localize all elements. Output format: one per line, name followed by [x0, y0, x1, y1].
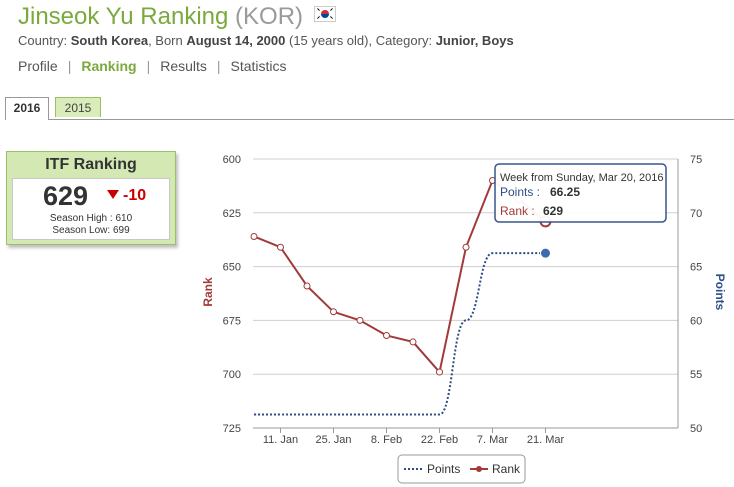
- legend-points-label: Points: [427, 462, 460, 476]
- tooltip-box: [494, 163, 667, 223]
- category-value: Junior, Boys: [435, 33, 514, 48]
- rank-point: [250, 232, 258, 240]
- rank-axis-label: Rank: [201, 277, 215, 307]
- season-high: Season High : 610: [49, 213, 133, 224]
- itf-ranking-panel: 629 -10 Season High : 610 Season Low: 69…: [12, 178, 170, 240]
- rank-tick-label: 700: [223, 369, 241, 381]
- points-tick-label: 70: [690, 208, 702, 220]
- country-code: (KOR): [235, 3, 304, 30]
- points-tick-label: 55: [690, 369, 702, 381]
- nav-separator: |: [146, 58, 151, 74]
- player-name: Jinseok Yu Ranking: [18, 3, 229, 30]
- rank-legend-marker: [476, 466, 482, 472]
- rank-point: [436, 368, 443, 376]
- birthdate-value: August 14, 2000: [186, 33, 286, 48]
- date-axis-ticks: 11. Jan 25. Jan 8. Feb 22. Feb 7. Mar 21. Mar: [263, 428, 565, 446]
- itf-ranking-card: ITF Ranking 629 -10 Season High : 610 Se…: [6, 151, 176, 245]
- tab-2016[interactable]: 2016: [5, 97, 49, 120]
- year-tabs: 2016 2015: [5, 97, 734, 120]
- tooltip-rank-label: Rank :: [500, 204, 535, 218]
- nav-profile[interactable]: Profile: [18, 58, 58, 74]
- tab-2015[interactable]: 2015: [55, 97, 101, 117]
- nav-results[interactable]: Results: [160, 58, 207, 74]
- page-title: Jinseok Yu Ranking (KOR): [18, 3, 336, 31]
- legend-box: [397, 454, 526, 484]
- legend-item-rank[interactable]: Rank: [470, 462, 521, 476]
- down-arrow-icon: [107, 190, 119, 199]
- points-series-line: [254, 252, 546, 416]
- date-tick-label: 21. Mar: [527, 434, 565, 446]
- points-tick-label: 50: [690, 423, 702, 435]
- rank-axis-ticks: 600 625 650 675 700 725: [223, 154, 241, 435]
- rank-tick-label: 675: [223, 315, 241, 327]
- born-label: , Born: [148, 33, 183, 48]
- rank-point: [303, 282, 311, 290]
- rank-point: [356, 316, 364, 324]
- points-active-marker: [540, 247, 551, 259]
- tooltip-points-label: Points :: [500, 185, 540, 199]
- nav-ranking[interactable]: Ranking: [81, 58, 137, 74]
- chart-legend: Points Rank: [397, 454, 526, 484]
- south-korea-flag-icon: [313, 6, 336, 22]
- nav-separator: |: [67, 58, 72, 74]
- country-value: South Korea: [70, 33, 149, 48]
- age-category-label: (15 years old), Category:: [289, 33, 433, 48]
- player-info: Country: South Korea, Born August 14, 20…: [18, 33, 514, 48]
- rank-tick-label: 725: [223, 423, 241, 435]
- points-tick-label: 65: [690, 262, 702, 274]
- points-tick-label: 75: [690, 154, 702, 166]
- current-rank: 629: [43, 181, 89, 211]
- nav-statistics[interactable]: Statistics: [230, 58, 287, 74]
- season-low: Season Low: 699: [52, 225, 130, 236]
- points-tick-label: 60: [690, 315, 702, 327]
- nav-separator: |: [216, 58, 221, 74]
- points-axis-label: Points: [713, 274, 727, 311]
- legend-rank-label: Rank: [492, 462, 521, 476]
- rank-change: -10: [107, 187, 146, 205]
- rank-point: [330, 308, 337, 316]
- tooltip-week: Week from Sunday, Mar 20, 2016: [500, 172, 663, 184]
- profile-nav: Profile | Ranking | Results | Statistics: [18, 58, 287, 74]
- points-axis-ticks: 75 70 65 60 55 50: [690, 154, 702, 435]
- tooltip-rank-value: 629: [543, 204, 563, 218]
- date-tick-label: 11. Jan: [263, 434, 298, 446]
- rank-point: [409, 338, 417, 346]
- date-tick-label: 8. Feb: [371, 434, 402, 446]
- rank-point: [383, 331, 390, 339]
- rank-tick-label: 625: [223, 208, 241, 220]
- date-tick-label: 22. Feb: [421, 434, 458, 446]
- country-label: Country:: [18, 33, 68, 48]
- rank-tick-label: 650: [223, 262, 241, 274]
- legend-item-points[interactable]: Points: [404, 462, 460, 476]
- rank-point: [462, 243, 470, 251]
- rank-point: [277, 243, 284, 251]
- date-tick-label: 7. Mar: [477, 434, 509, 446]
- date-tick-label: 25. Jan: [315, 434, 351, 446]
- itf-ranking-title: ITF Ranking: [45, 156, 137, 173]
- rank-change-value: -10: [123, 187, 147, 204]
- tooltip-points-value: 66.25: [550, 185, 580, 199]
- chart-tooltip: Week from Sunday, Mar 20, 2016 Points : …: [494, 163, 667, 223]
- rank-tick-label: 600: [223, 154, 241, 166]
